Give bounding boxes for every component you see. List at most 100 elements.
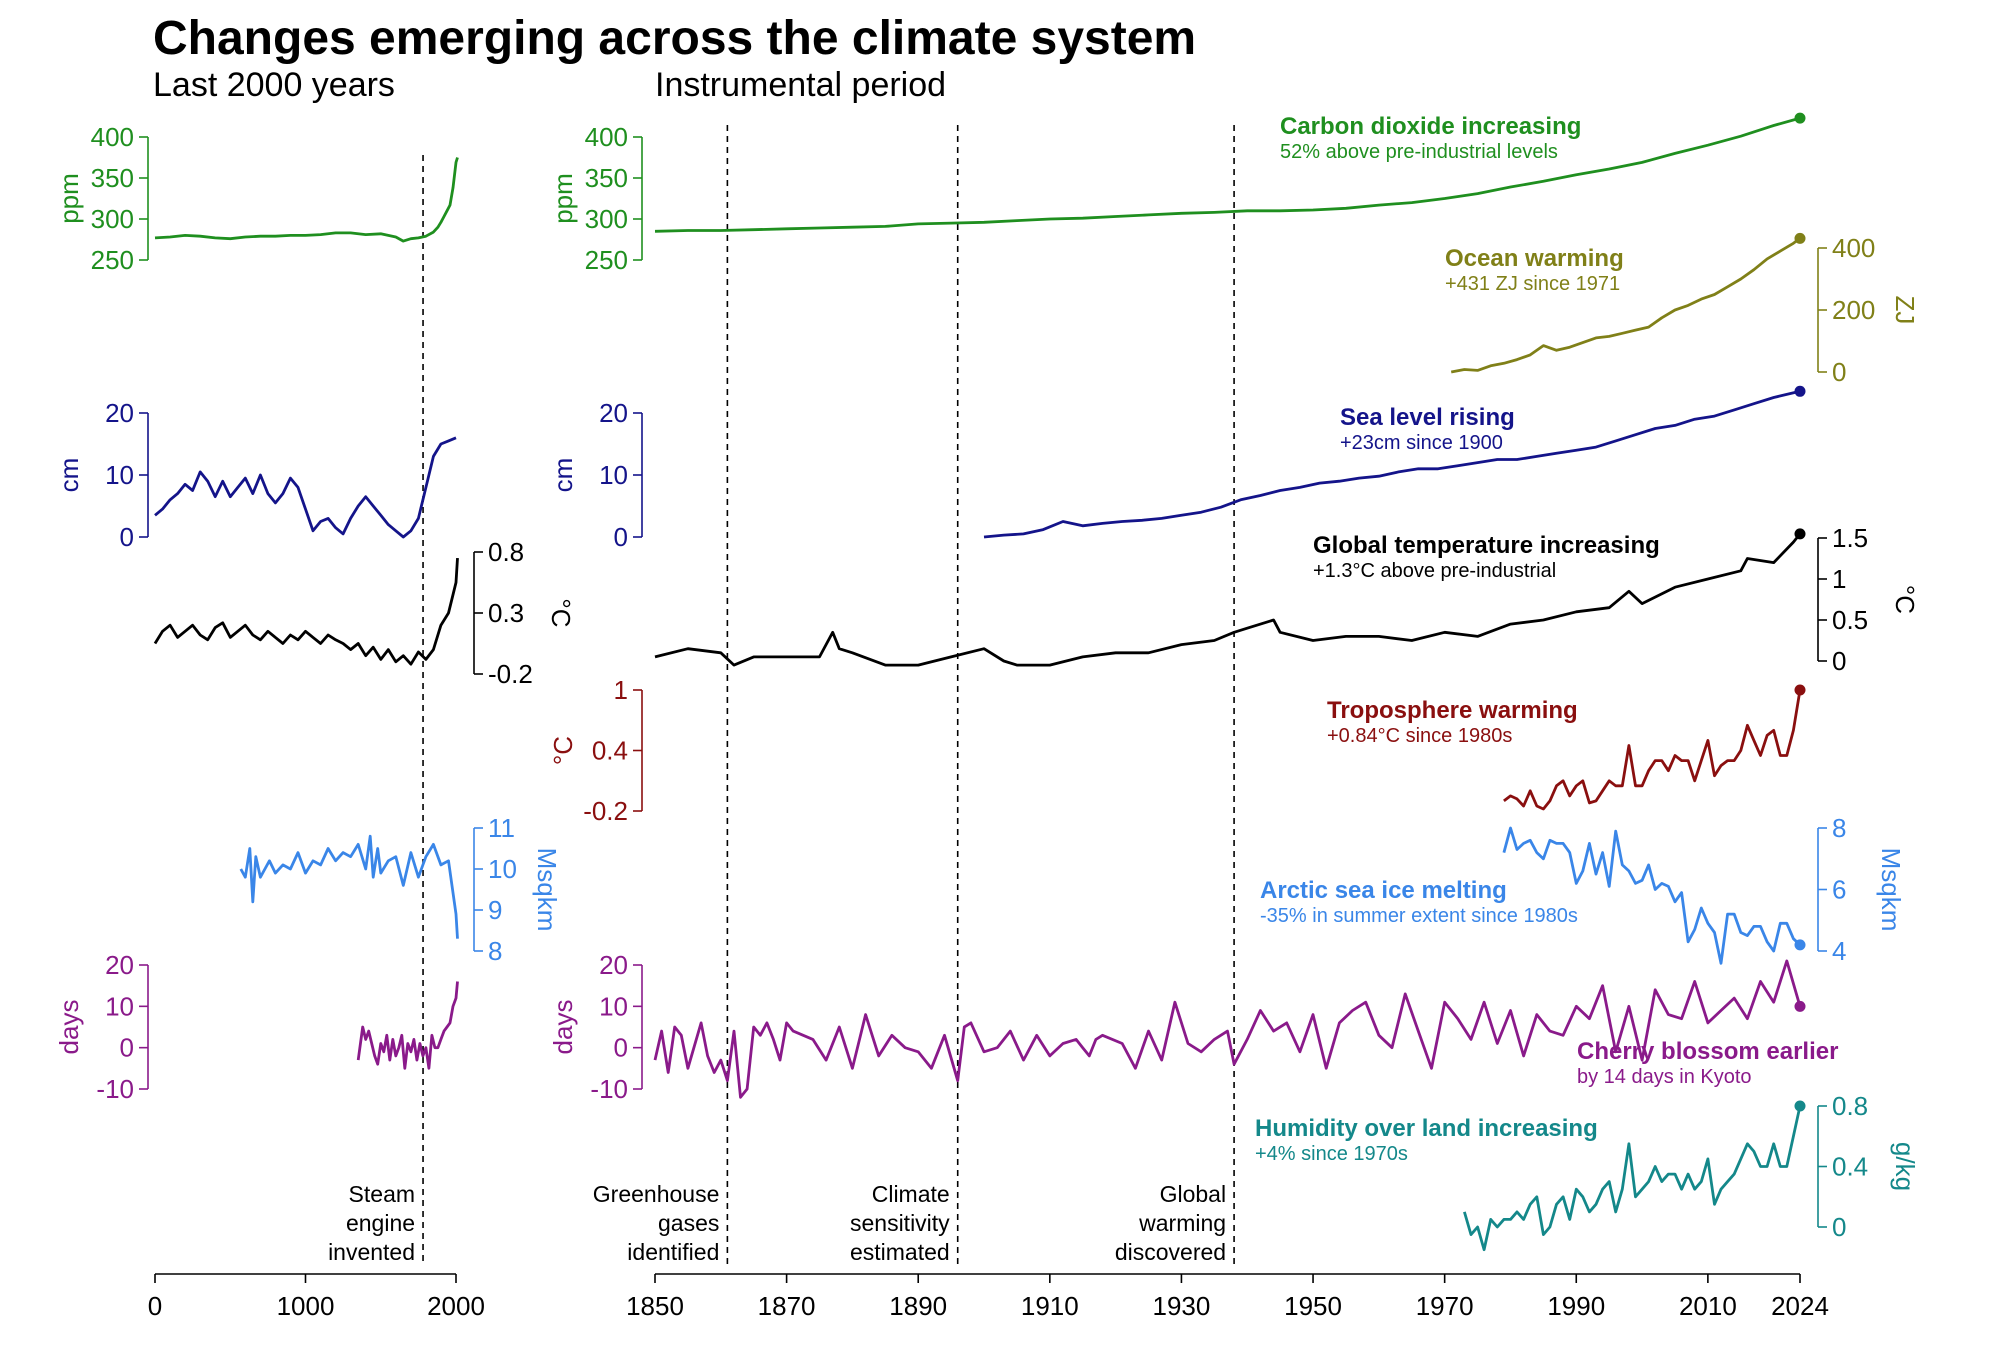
- series-end-dot-sea_level_instrumental: [1794, 385, 1806, 397]
- y-tick-label-temperature_paleo: -0.2: [488, 659, 533, 689]
- series-end-dot-co2_instrumental: [1794, 112, 1806, 124]
- y-tick-label-humidity: 0.4: [1832, 1152, 1868, 1182]
- right-subtitle: Instrumental period: [655, 66, 946, 104]
- y-tick-label-sea_ice_paleo: 10: [488, 854, 517, 884]
- annotation-title-temp: Global temperature increasing: [1313, 532, 1660, 559]
- series-end-dot-temperature_instrumental: [1794, 528, 1806, 540]
- y-tick-label-temperature_instrumental: 1: [1832, 564, 1846, 594]
- x-axis-right-tick-label: 1910: [1021, 1291, 1079, 1321]
- y-tick-label-troposphere: 1: [614, 675, 628, 705]
- y-unit-troposphere: °C: [548, 736, 578, 765]
- annotation-sub-sea: +23cm since 1900: [1340, 432, 1503, 454]
- x-axis-right-tick-label: 1990: [1547, 1291, 1605, 1321]
- event-label-steam: invented: [328, 1239, 415, 1265]
- series-line-co2_paleo: [154, 157, 459, 243]
- y-tick-label-cherry_instrumental: 10: [599, 991, 628, 1021]
- annotation-sub-co2: 52% above pre-industrial levels: [1280, 141, 1558, 163]
- x-axis-right-tick-label: 2024: [1771, 1291, 1829, 1321]
- annotation-sub-trop: +0.84°C since 1980s: [1327, 725, 1512, 747]
- annotation-sub-ocean: +431 ZJ since 1971: [1445, 273, 1620, 295]
- x-axis-left-tick-label: 0: [148, 1291, 162, 1321]
- y-tick-label-co2_paleo: 350: [91, 163, 134, 193]
- annotation-title-ice: Arctic sea ice melting: [1260, 877, 1507, 904]
- event-label-steam: engine: [346, 1210, 415, 1236]
- series-line-troposphere: [1503, 689, 1802, 811]
- annotation-sub-temp: +1.3°C above pre-industrial: [1313, 560, 1556, 582]
- series-end-dot-humidity: [1794, 1100, 1806, 1112]
- y-tick-label-cherry_instrumental: -10: [590, 1074, 628, 1104]
- y-tick-label-co2_instrumental: 250: [585, 245, 628, 275]
- event-label-sens: Climate: [872, 1181, 950, 1207]
- x-axis-right-tick-label: 2010: [1679, 1291, 1737, 1321]
- y-unit-sea_ice_instrumental: Msqkm: [1876, 848, 1906, 932]
- y-tick-label-sea_level_paleo: 20: [105, 398, 134, 428]
- x-axis-right-tick-label: 1870: [758, 1291, 816, 1321]
- y-tick-label-co2_instrumental: 400: [585, 122, 628, 152]
- y-tick-label-cherry_instrumental: 20: [599, 950, 628, 980]
- series-end-dot-sea_ice_instrumental: [1794, 939, 1806, 951]
- annotation-title-humid: Humidity over land increasing: [1255, 1115, 1598, 1142]
- y-axes: 400350300250ppm400350300250ppm4002000ZJ2…: [54, 122, 1920, 1242]
- y-unit-humidity: g/kg: [1890, 1142, 1920, 1191]
- annotation-title-trop: Troposphere warming: [1327, 697, 1578, 724]
- y-tick-label-temperature_instrumental: 1.5: [1832, 523, 1868, 553]
- series-line-temperature_instrumental: [654, 533, 1802, 667]
- x-axis-right-tick-label: 1930: [1153, 1291, 1211, 1321]
- y-tick-label-sea_ice_paleo: 11: [488, 813, 515, 843]
- event-label-warm: discovered: [1115, 1239, 1226, 1265]
- y-tick-label-troposphere: 0.4: [592, 736, 628, 766]
- x-axis-left-tick-label: 2000: [427, 1291, 485, 1321]
- data-series: [153, 112, 1806, 1252]
- series-line-sea_level_instrumental: [983, 389, 1801, 539]
- annotation-title-ocean: Ocean warming: [1445, 245, 1624, 272]
- y-tick-label-cherry_paleo: 10: [105, 991, 134, 1021]
- annotation-title-cherry: Cherry blossom earlier: [1577, 1038, 1838, 1065]
- y-unit-sea_level_paleo: cm: [54, 458, 84, 493]
- series-line-cherry_instrumental: [653, 959, 1802, 1099]
- y-tick-label-humidity: 0.8: [1832, 1091, 1868, 1121]
- event-label-sens: sensitivity: [850, 1210, 950, 1236]
- y-tick-label-temperature_instrumental: 0: [1832, 646, 1846, 676]
- y-tick-label-sea_level_instrumental: 0: [614, 522, 628, 552]
- y-tick-label-cherry_paleo: -10: [96, 1074, 134, 1104]
- event-label-warm: warming: [1138, 1210, 1226, 1236]
- y-unit-sea_level_instrumental: cm: [548, 458, 578, 493]
- y-tick-label-co2_instrumental: 350: [585, 163, 628, 193]
- event-label-ghg: gases: [658, 1210, 719, 1236]
- chart-title: Changes emerging across the climate syst…: [153, 12, 1196, 65]
- x-axes: 0 1000 2000 1850 1870 1890 1910 1930 1950 1970 199…: [148, 1273, 1829, 1321]
- y-tick-label-cherry_paleo: 20: [105, 950, 134, 980]
- y-tick-label-sea_level_paleo: 0: [120, 522, 134, 552]
- series-line-temperature_paleo: [153, 558, 459, 666]
- annotation-sub-ice: -35% in summer extent since 1980s: [1260, 905, 1578, 927]
- y-tick-label-sea_ice_instrumental: 4: [1832, 936, 1846, 966]
- series-end-dot-troposphere: [1794, 684, 1806, 696]
- event-label-ghg: identified: [627, 1239, 719, 1265]
- event-label-warm: Global: [1160, 1181, 1226, 1207]
- y-unit-temperature_paleo: °C: [546, 598, 576, 627]
- series-line-cherry_paleo: [356, 981, 459, 1070]
- y-tick-label-temperature_paleo: 0.3: [488, 598, 524, 628]
- y-unit-cherry_instrumental: days: [548, 1000, 578, 1055]
- annotation-title-sea: Sea level rising: [1340, 404, 1515, 431]
- y-tick-label-sea_level_instrumental: 10: [599, 460, 628, 490]
- y-tick-label-sea_level_paleo: 10: [105, 460, 134, 490]
- y-tick-label-sea_level_instrumental: 20: [599, 398, 628, 428]
- y-tick-label-humidity: 0: [1832, 1212, 1846, 1242]
- left-subtitle: Last 2000 years: [153, 66, 395, 104]
- x-axis-right-tick-label: 1850: [626, 1291, 684, 1321]
- y-tick-label-ocean_heat: 0: [1832, 357, 1846, 387]
- y-tick-label-co2_instrumental: 300: [585, 204, 628, 234]
- series-line-humidity: [1463, 1105, 1802, 1252]
- y-tick-label-temperature_paleo: 0.8: [488, 537, 524, 567]
- y-unit-cherry_paleo: days: [54, 1000, 84, 1055]
- event-markers: Steam engine invented Greenhouse gases identi…: [328, 125, 1235, 1265]
- event-label-sens: estimated: [850, 1239, 950, 1265]
- series-end-dot-cherry_instrumental: [1794, 1000, 1806, 1012]
- annotation-sub-humid: +4% since 1970s: [1255, 1143, 1408, 1165]
- y-tick-label-troposphere: -0.2: [583, 796, 628, 826]
- event-label-steam: Steam: [349, 1181, 415, 1207]
- y-tick-label-co2_paleo: 400: [91, 122, 134, 152]
